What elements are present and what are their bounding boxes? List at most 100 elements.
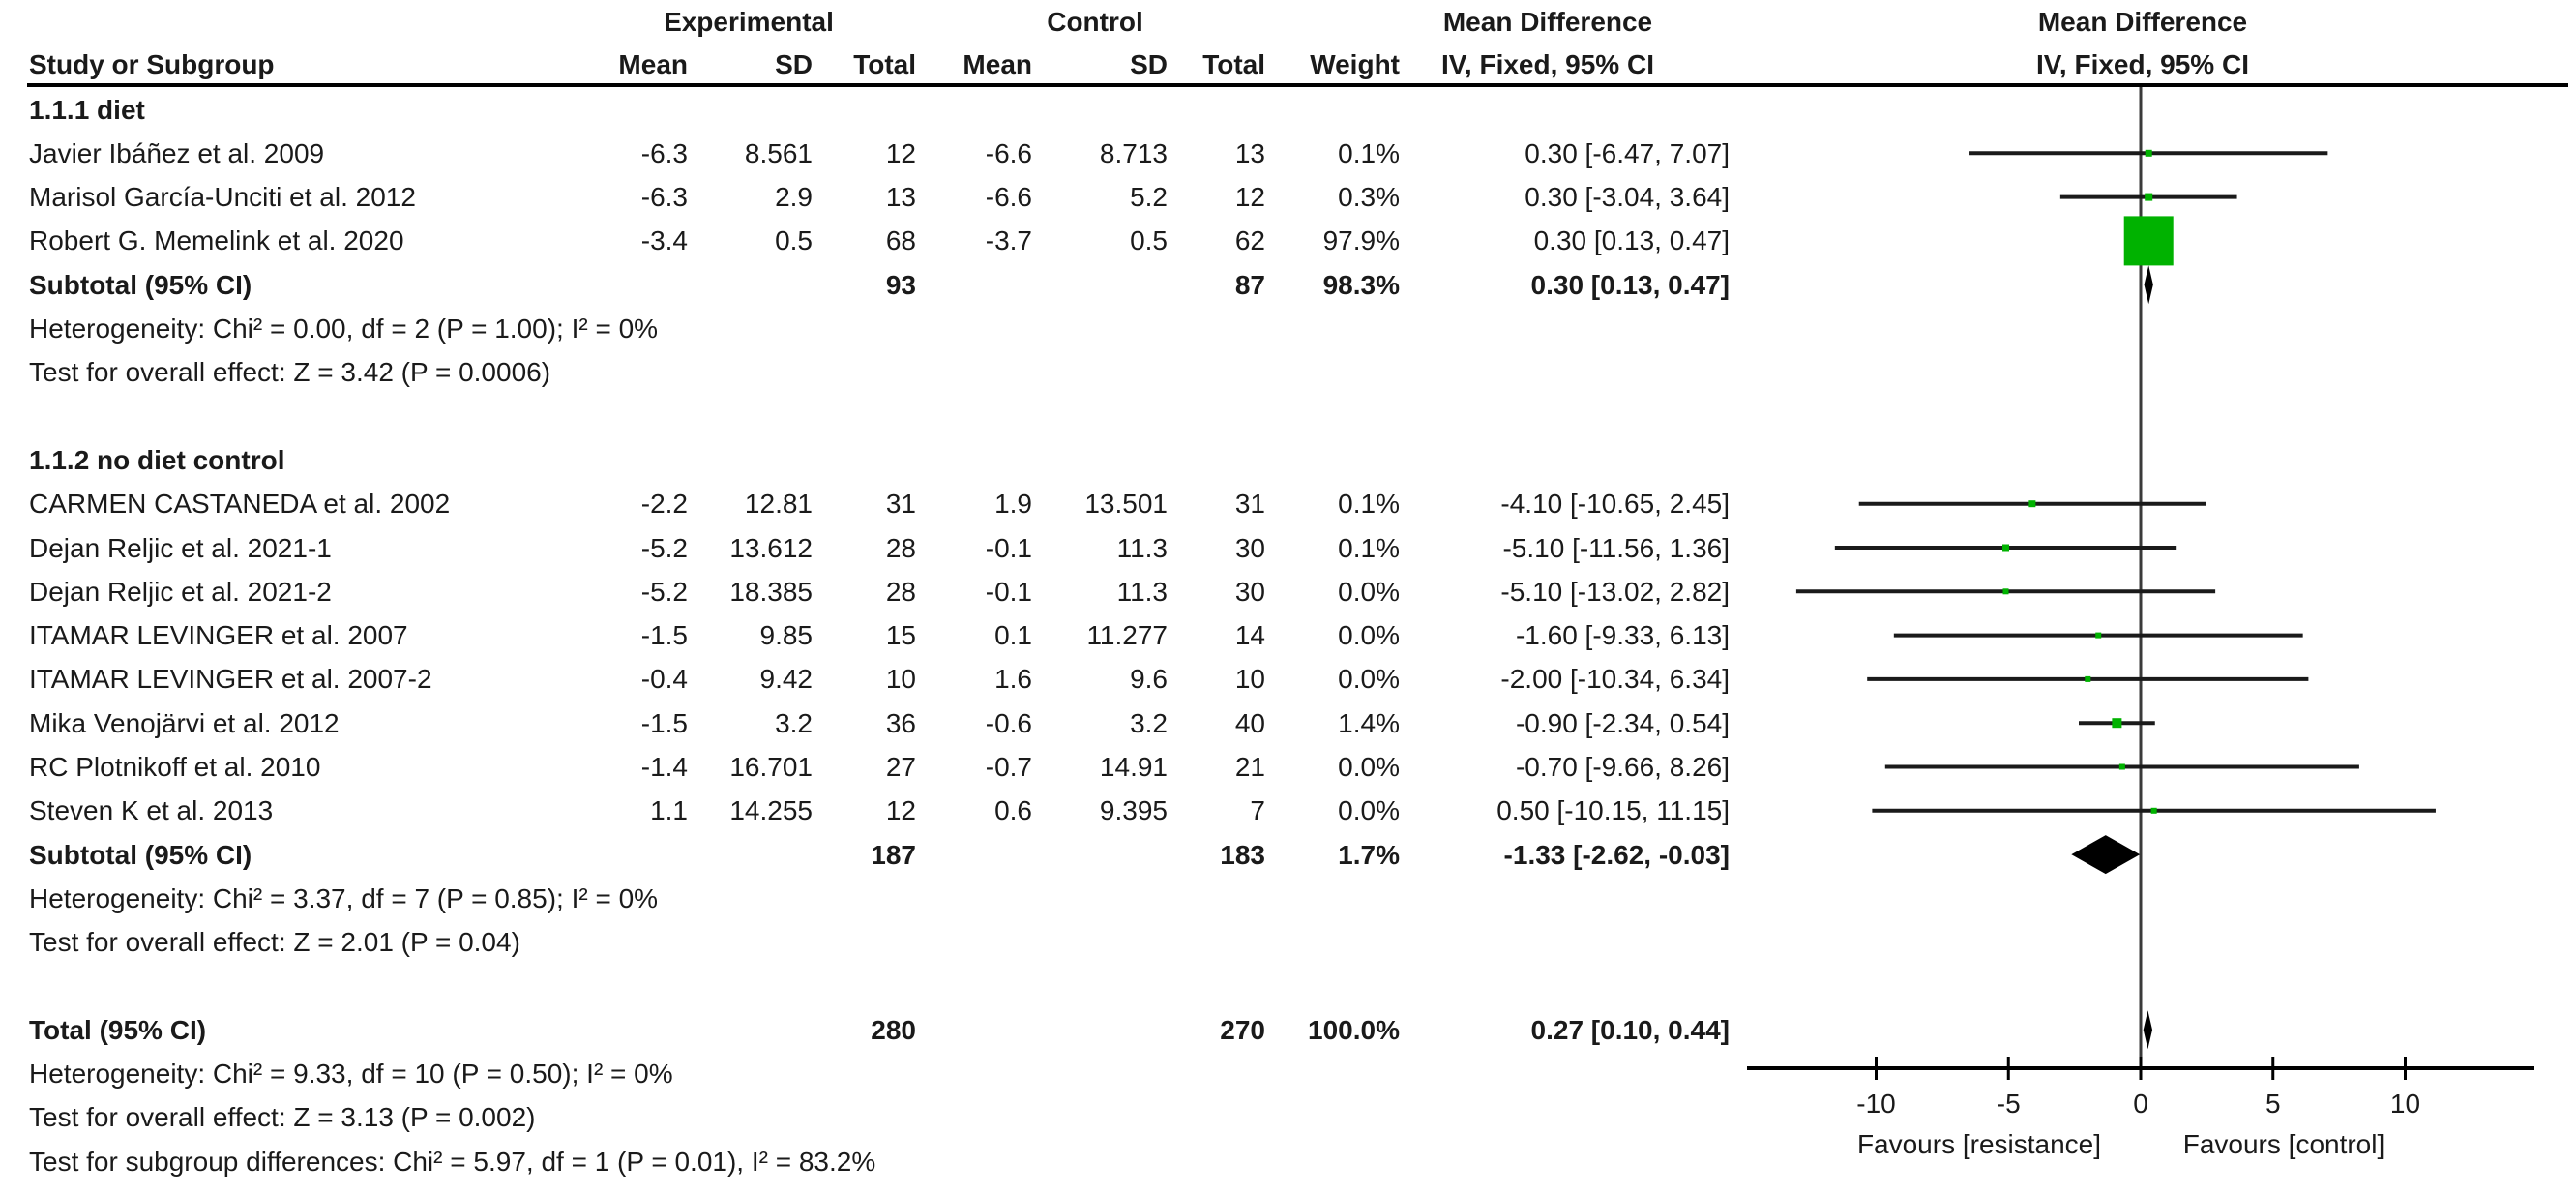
favours-left-label: Favours [resistance] <box>1857 1129 2101 1159</box>
experimental-total: 68 <box>885 225 916 256</box>
section-row: 1.1.1 diet <box>0 88 2576 132</box>
weight-value: 0.0% <box>1338 795 1400 826</box>
study-name: Marisol García-Unciti et al. 2012 <box>29 182 416 213</box>
experimental-total: 28 <box>885 532 916 563</box>
experimental-sd: 0.5 <box>775 225 813 256</box>
control-sd: 11.3 <box>1116 532 1168 563</box>
control-total: 10 <box>1234 664 1265 695</box>
note-row: Test for overall effect: Z = 3.42 (P = 0… <box>0 350 2576 394</box>
note-row: Heterogeneity: Chi² = 9.33, df = 10 (P =… <box>0 1052 2576 1095</box>
stats-note: Test for overall effect: Z = 3.13 (P = 0… <box>29 1102 536 1133</box>
weight-value: 0.0% <box>1338 664 1400 695</box>
stats-note: Heterogeneity: Chi² = 0.00, df = 2 (P = … <box>29 314 659 344</box>
control-total: 31 <box>1234 489 1265 520</box>
experimental-mean: -1.5 <box>640 620 688 651</box>
weight-value: 0.0% <box>1338 620 1400 651</box>
axis-tick-label: 5 <box>2265 1089 2281 1119</box>
effect-marker <box>2150 807 2157 814</box>
effect-marker <box>2002 544 2010 552</box>
weight-value: 0.0% <box>1338 752 1400 782</box>
subtotal-row: Subtotal (95% CI) 93 87 98.3% 0.30 [0.13, 0.… <box>0 263 2576 307</box>
column-header-study: Study or Subgroup <box>29 49 275 79</box>
experimental-mean: -1.4 <box>640 752 688 782</box>
control-sd: 14.91 <box>1099 752 1168 782</box>
study-name: RC Plotnikoff et al. 2010 <box>29 752 321 782</box>
effect-marker <box>2145 193 2153 201</box>
pooled-label: Subtotal (95% CI) <box>29 269 252 300</box>
pooled-diamond <box>2144 265 2153 305</box>
control-mean: 0.6 <box>994 795 1032 826</box>
stats-note: Test for overall effect: Z = 2.01 (P = 0… <box>29 927 520 958</box>
ci-text: -5.10 [-11.56, 1.36] <box>1502 532 1730 563</box>
control-total: 40 <box>1234 707 1265 738</box>
study-name: CARMEN CASTANEDA et al. 2002 <box>29 489 451 520</box>
study-name: ITAMAR LEVINGER et al. 2007 <box>29 620 408 651</box>
experimental-total: 280 <box>871 1014 916 1045</box>
note-row: Heterogeneity: Chi² = 0.00, df = 2 (P = … <box>0 307 2576 350</box>
experimental-mean: -2.2 <box>640 489 688 520</box>
subgroup-title: 1.1.2 no diet control <box>29 444 285 475</box>
control-total: 30 <box>1234 532 1265 563</box>
control-mean: 0.1 <box>994 620 1032 651</box>
experimental-mean: -0.4 <box>640 664 688 695</box>
experimental-sd: 9.85 <box>759 620 814 651</box>
control-mean: -0.1 <box>985 532 1032 563</box>
control-mean: 1.9 <box>994 489 1032 520</box>
control-mean: -0.1 <box>985 576 1032 607</box>
experimental-mean: -5.2 <box>640 532 688 563</box>
axis-tick-label: 0 <box>2133 1089 2148 1119</box>
ci-text: 0.27 [0.10, 0.44] <box>1530 1014 1730 1045</box>
control-total: 12 <box>1234 182 1265 213</box>
experimental-total: 12 <box>885 795 916 826</box>
control-total: 270 <box>1220 1014 1265 1045</box>
experimental-mean: -5.2 <box>640 576 688 607</box>
column-header-total-control: Total <box>1202 49 1265 79</box>
weight-value: 1.4% <box>1338 707 1400 738</box>
control-sd: 9.395 <box>1099 795 1168 826</box>
group-header-experimental: Experimental <box>664 7 834 37</box>
note-row: Test for subgroup differences: Chi² = 5.… <box>0 1140 2576 1183</box>
pooled-diamond <box>2143 1010 2153 1050</box>
pooled-label: Total (95% CI) <box>29 1014 207 1045</box>
effect-marker <box>2145 149 2152 157</box>
column-header-iv-fixed-right: IV, Fixed, 95% CI <box>2036 49 2249 79</box>
weight-value: 98.3% <box>1322 269 1400 300</box>
control-sd: 0.5 <box>1130 225 1168 256</box>
control-total: 21 <box>1234 752 1265 782</box>
control-sd: 11.3 <box>1116 576 1168 607</box>
control-sd: 9.6 <box>1130 664 1168 695</box>
ci-text: 0.30 [0.13, 0.47] <box>1530 269 1730 300</box>
study-row: Mika Venojärvi et al. 2012 -1.5 3.2 36 -0.6 3… <box>0 702 2576 745</box>
control-sd: 11.277 <box>1086 620 1168 651</box>
axis-tick-label: -5 <box>1997 1089 2021 1119</box>
control-mean: -6.6 <box>985 182 1032 213</box>
header-underline <box>27 83 2568 87</box>
experimental-mean: -3.4 <box>640 225 688 256</box>
study-row: Dejan Reljic et al. 2021-2 -5.2 18.385 28 -0… <box>0 570 2576 613</box>
group-header-mean-difference-right: Mean Difference <box>2037 7 2248 37</box>
weight-value: 0.1% <box>1338 489 1400 520</box>
experimental-mean: -1.5 <box>640 707 688 738</box>
column-header-mean-experimental: Mean <box>618 49 688 79</box>
study-name: Dejan Reljic et al. 2021-1 <box>29 532 332 563</box>
weight-value: 100.0% <box>1308 1014 1400 1045</box>
control-mean: -0.6 <box>985 707 1032 738</box>
effect-marker <box>2028 500 2036 508</box>
ci-text: 0.50 [-10.15, 11.15] <box>1496 795 1730 826</box>
experimental-sd: 8.561 <box>744 137 813 168</box>
column-header-sd-control: SD <box>1130 49 1168 79</box>
control-total: 7 <box>1250 795 1265 826</box>
study-row: Dejan Reljic et al. 2021-1 -5.2 13.612 28 -0… <box>0 526 2576 570</box>
effect-marker <box>2112 718 2122 729</box>
axis-tick-label: 10 <box>2390 1089 2420 1119</box>
experimental-sd: 16.701 <box>729 752 813 782</box>
control-sd: 13.501 <box>1084 489 1168 520</box>
weight-value: 1.7% <box>1338 839 1400 870</box>
study-name: Javier Ibáñez et al. 2009 <box>29 137 325 168</box>
experimental-mean: -6.3 <box>640 182 688 213</box>
ci-text: -0.70 [-9.66, 8.26] <box>1515 752 1730 782</box>
group-header-control: Control <box>1047 7 1143 37</box>
study-name: Steven K et al. 2013 <box>29 795 274 826</box>
